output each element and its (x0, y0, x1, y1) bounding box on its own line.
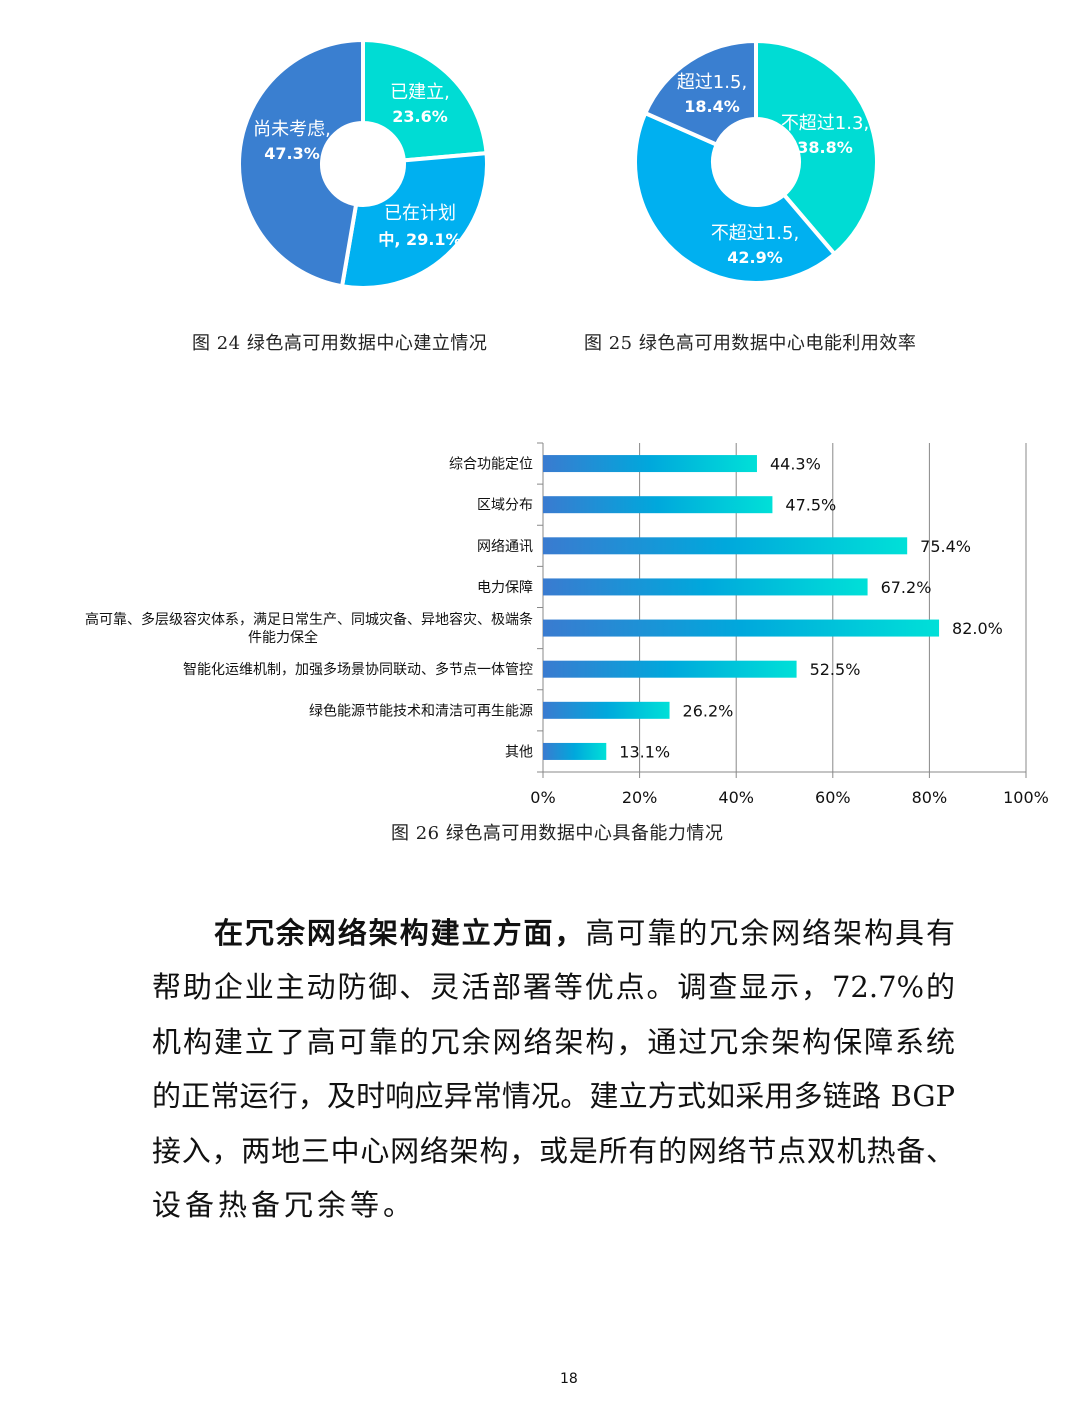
bar-data-label: 26.2% (683, 701, 734, 720)
figure-24-caption: 图 24 绿色高可用数据中心建立情况 (192, 333, 488, 354)
paragraph-line: 机构建立了高可靠的冗余网络架构，通过冗余架构保障系统 (152, 1024, 955, 1059)
category-label: 件能力保全 (248, 629, 318, 646)
category-label: 绿色能源节能技术和清洁可再生能源 (309, 702, 533, 719)
paragraph-line: 帮助企业主动防御、灵活部署等优点。调查显示，72.7%的 (152, 970, 955, 1005)
fig24-slice-label: 已在计划 (384, 203, 456, 224)
fig24-slice (361, 37, 489, 163)
paragraph-line: 设备热备冗余等。 (152, 1187, 417, 1222)
fig25-slice-value: 38.8% (797, 138, 853, 157)
paragraph-lead: 在冗余网络架构建立方面， (214, 916, 586, 950)
fig24-slice-label: 已建立, (390, 82, 450, 103)
fig24-slice-label: 中, 29.1% (378, 230, 461, 249)
bar (543, 619, 940, 637)
bar-data-label: 13.1% (619, 742, 670, 761)
x-tick-label: 40% (718, 788, 754, 807)
figure-25-caption: 图 25 绿色高可用数据中心电能利用效率 (584, 333, 917, 354)
bar (543, 496, 773, 514)
fig25-slice-value: 18.4% (684, 97, 740, 116)
x-tick-label: 20% (622, 788, 658, 807)
figure-26-caption: 图 26 绿色高可用数据中心具备能力情况 (391, 823, 724, 844)
fig25-slice-value: 42.9% (727, 248, 783, 267)
body-paragraph: 在冗余网络架构建立方面，高可靠的冗余网络架构具有 帮助企业主动防御、灵活部署等优… (152, 906, 955, 1232)
bar-data-label: 44.3% (770, 455, 821, 474)
paragraph-line: 接入，两地三中心网络架构，或是所有的网络节点双机热备、 (152, 1133, 955, 1168)
bar (543, 660, 797, 678)
category-label: 综合功能定位 (449, 457, 533, 473)
bar (543, 701, 670, 719)
fig24-slice-value: 47.3% (264, 144, 320, 163)
bar-data-label: 52.5% (810, 660, 861, 679)
category-label: 高可靠、多层级容灾体系，满足日常生产、同城灾备、异地容灾、极端条 (85, 611, 533, 628)
category-label: 区域分布 (477, 498, 533, 514)
bar (543, 578, 868, 596)
fig24-slice-label: 尚未考虑, (253, 119, 331, 140)
bar (543, 537, 908, 555)
bar-data-label: 82.0% (952, 619, 1003, 638)
bar-data-label: 75.4% (920, 537, 971, 556)
category-label: 网络通讯 (477, 539, 533, 555)
x-tick-label: 60% (815, 788, 851, 807)
fig25-slice-label: 超过1.5, (677, 72, 747, 93)
fig25-slice (754, 38, 879, 257)
bar (543, 742, 607, 760)
fig24-slice (237, 37, 365, 289)
bar-data-label: 67.2% (881, 578, 932, 597)
x-tick-label: 100% (1003, 788, 1049, 807)
paragraph-text: 高可靠的冗余网络架构具有 (585, 916, 955, 950)
page-number: 18 (560, 1371, 578, 1387)
category-label: 智能化运维机制，加强多场景协同联动、多节点一体管控 (183, 661, 533, 678)
fig25-slice-label: 不超过1.3, (781, 113, 869, 134)
category-label: 电力保障 (477, 580, 533, 596)
x-tick-label: 0% (530, 788, 555, 807)
fig24-slice (339, 150, 489, 290)
paragraph-line: 在冗余网络架构建立方面，高可靠的冗余网络架构具有 (152, 906, 955, 960)
fig25-slice (642, 38, 758, 148)
paragraph-line: 的正常运行，及时响应异常情况。建立方式如采用多链路 BGP (152, 1079, 955, 1114)
category-label: 其他 (505, 744, 533, 760)
bar-data-label: 47.5% (785, 496, 836, 515)
x-tick-label: 80% (912, 788, 948, 807)
fig24-slice-value: 23.6% (392, 107, 448, 126)
bar (543, 455, 757, 473)
fig25-slice (633, 110, 838, 285)
fig25-slice-label: 不超过1.5, (711, 223, 799, 244)
